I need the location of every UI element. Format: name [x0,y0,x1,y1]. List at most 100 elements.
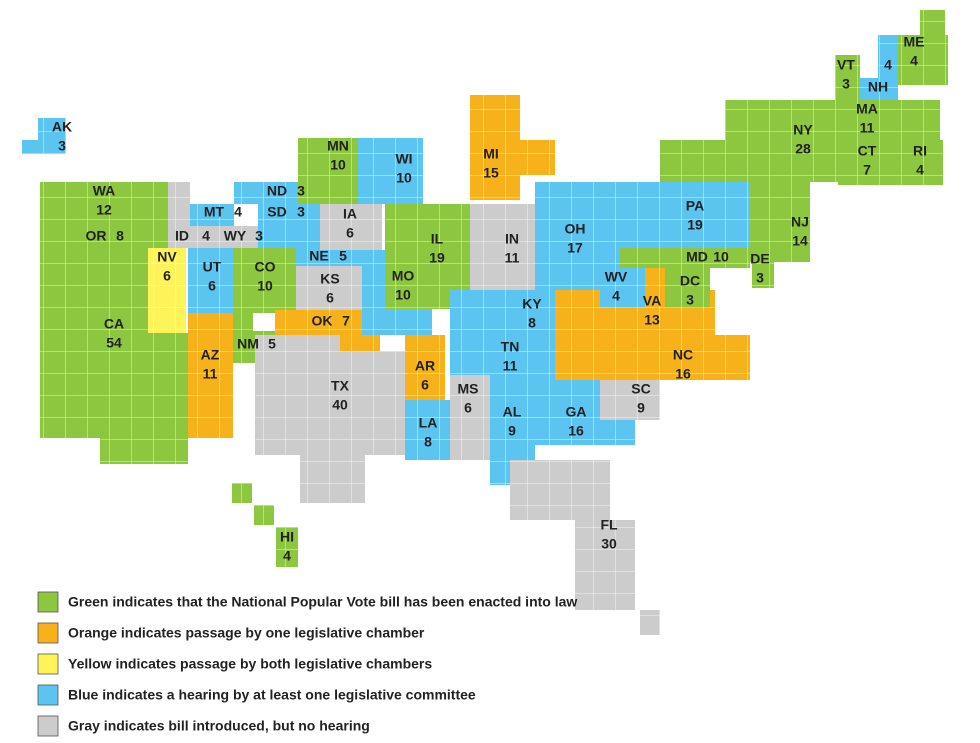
state-votes: 15 [483,165,499,181]
state-votes: 4 [612,288,620,304]
state-abbr: MS [458,381,479,397]
state-votes: 19 [687,217,703,233]
state-abbr: CA [104,316,124,332]
state-votes: 14 [792,233,808,249]
tile-grid [296,248,362,266]
state-abbr: VT [837,57,855,73]
state-abbr: KY [522,296,542,312]
legend-text: Green indicates that the National Popula… [68,594,577,610]
state-abbr: NM [237,336,259,352]
state-votes: 3 [297,204,305,220]
tile-grid [898,35,948,85]
state-votes: 10 [257,278,273,294]
legend-swatch [37,591,59,613]
legend-text: Orange indicates passage by one legislat… [68,625,425,641]
state-votes: 11 [503,358,518,374]
tile-grid [38,118,66,154]
state-abbr: ID [175,228,189,244]
state-votes: 4 [234,204,242,220]
state-abbr: MN [327,138,349,154]
legend-text: Gray indicates bill introduced, but no h… [68,718,370,734]
state-abbr: NJ [791,214,809,230]
state-votes: 3 [255,228,263,244]
state-abbr: IN [505,231,519,247]
tile-grid [645,268,665,290]
legend-swatch [37,715,59,737]
tile-grid [920,10,945,35]
tile-grid [600,268,645,308]
tile-grid [750,182,810,262]
state-abbr: WV [605,269,628,285]
state-votes: 6 [464,400,472,416]
state-votes: 30 [601,536,617,552]
tile-grid [320,204,382,250]
state-votes: 10 [395,287,411,303]
state-votes: 3 [297,183,305,199]
state-abbr: LA [419,415,438,431]
state-abbr: AK [52,119,72,135]
tile-grid [100,438,188,464]
tile-grid [450,335,555,375]
state-votes: 5 [339,248,347,264]
tile-grid [358,138,423,204]
state-abbr: NY [793,122,813,138]
state-votes: 4 [884,57,892,73]
state-votes: 6 [326,290,334,306]
state-abbr: MT [204,204,225,220]
tile-grid [233,248,296,313]
state-votes: 9 [508,423,516,439]
tile-grid [40,226,168,248]
state-abbr: KS [320,271,339,287]
state-votes: 16 [675,366,691,382]
state-votes: 16 [568,423,584,439]
state-abbr: TX [331,378,350,394]
state-votes: 6 [208,278,216,294]
tile-grid [838,100,940,140]
state-abbr: IL [431,231,444,247]
state-abbr: OH [565,221,586,237]
state-abbr: OK [312,313,333,329]
tile-grid [340,335,380,351]
tile-grid [510,460,610,520]
tile-grid [40,333,188,438]
state-votes: 54 [106,335,122,351]
state-abbr: GA [566,404,587,420]
tile-grid [470,204,535,304]
tile-grid [255,335,340,455]
state-abbr: DE [750,251,769,267]
state-abbr: UT [203,259,222,275]
tile-grid [233,313,253,331]
tile-grid [640,610,660,635]
tile-grid [22,140,38,154]
tile-grid [838,140,883,185]
tile-grid [188,313,233,438]
tile-grid [188,248,233,313]
tile-grid [258,182,298,204]
state-abbr: RI [913,143,927,159]
state-votes: 40 [332,397,348,413]
legend: Green indicates that the National Popula… [37,591,577,737]
tile-grid [470,95,520,200]
state-abbr: TN [501,339,520,355]
tile-grid [883,140,943,185]
tile-grid [405,335,445,400]
state-votes: 11 [505,250,520,266]
tile-grid [190,204,234,226]
tile-grid [660,140,838,182]
state-votes: 12 [96,202,112,218]
state-votes: 3 [58,138,66,154]
tile-grid [860,78,898,100]
tile-grid [254,505,274,525]
state-abbr: MI [483,146,499,162]
state-votes: 3 [686,292,694,308]
tile-grid [878,35,898,78]
state-abbr: PA [686,198,704,214]
state-votes: 6 [163,268,171,284]
legend-text: Yellow indicates passage by both legisla… [68,656,432,672]
state-votes: 11 [203,366,218,382]
tile-grid [296,266,362,310]
state-votes: 6 [346,225,354,241]
state-votes: 8 [528,315,536,331]
tile-grid [520,140,555,175]
state-votes: 10 [713,249,729,265]
